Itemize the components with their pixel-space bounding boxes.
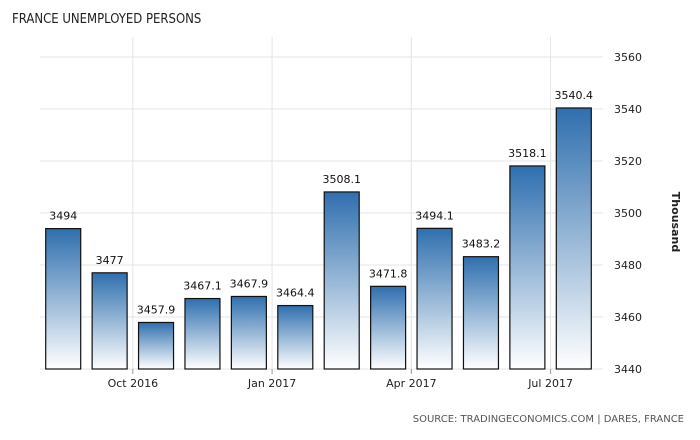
y-tick-label: 3560 xyxy=(614,51,642,64)
y-tick-label: 3440 xyxy=(614,363,642,376)
bar[interactable] xyxy=(462,256,500,370)
bar-value-label: 3494.1 xyxy=(415,209,454,222)
bar-value-label: 3467.9 xyxy=(230,277,269,290)
bar-value-label: 3540.4 xyxy=(555,89,594,102)
bar[interactable] xyxy=(416,227,453,370)
bar[interactable] xyxy=(555,107,592,370)
source-note[interactable]: SOURCE: TRADINGECONOMICS.COM | DARES, FR… xyxy=(412,414,684,425)
bar[interactable] xyxy=(277,304,314,370)
bar-value-label: 3457.9 xyxy=(137,303,176,316)
y-tick-label: 3520 xyxy=(614,155,642,168)
bar[interactable] xyxy=(137,321,175,370)
bar[interactable] xyxy=(230,295,267,370)
bar[interactable] xyxy=(509,165,546,370)
bar[interactable] xyxy=(184,297,221,370)
x-tick-label: Apr 2017 xyxy=(386,377,437,390)
gridlines xyxy=(40,37,603,370)
y-tick-label: 3460 xyxy=(614,311,642,324)
bar-value-label: 3508.1 xyxy=(322,173,361,186)
y-tick-label: 3540 xyxy=(614,103,642,116)
chart-title: FRANCE UNEMPLOYED PERSONS xyxy=(12,12,202,27)
y-axis-label: Thousand xyxy=(669,192,682,252)
bar[interactable] xyxy=(323,191,360,370)
bar-value-label: 3464.4 xyxy=(276,287,315,300)
bar[interactable] xyxy=(45,228,82,370)
y-axis: 3440 3460 3480 3500 3520 3540 3560 xyxy=(614,51,642,376)
bar[interactable] xyxy=(91,272,128,370)
bars: 3494 3477 3457.9 3467.1 3467.9 3464.4 3508.1 34… xyxy=(45,89,594,370)
x-tick-label: Jan 2017 xyxy=(247,377,296,390)
x-axis: Oct 2016 Jan 2017 Apr 2017 Jul 2017 xyxy=(108,369,573,390)
bar-value-label: 3518.1 xyxy=(508,147,547,160)
bar-value-label: 3483.2 xyxy=(462,238,501,251)
y-tick-label: 3500 xyxy=(614,207,642,220)
bar-value-label: 3471.8 xyxy=(369,267,408,280)
y-tick-label: 3480 xyxy=(614,259,642,272)
x-tick-label: Oct 2016 xyxy=(108,377,159,390)
bar-value-label: 3494 xyxy=(49,210,77,223)
x-tick-label: Jul 2017 xyxy=(527,377,573,390)
bar[interactable] xyxy=(370,285,407,370)
bar-value-label: 3477 xyxy=(96,254,124,267)
bar-value-label: 3467.1 xyxy=(183,280,222,293)
